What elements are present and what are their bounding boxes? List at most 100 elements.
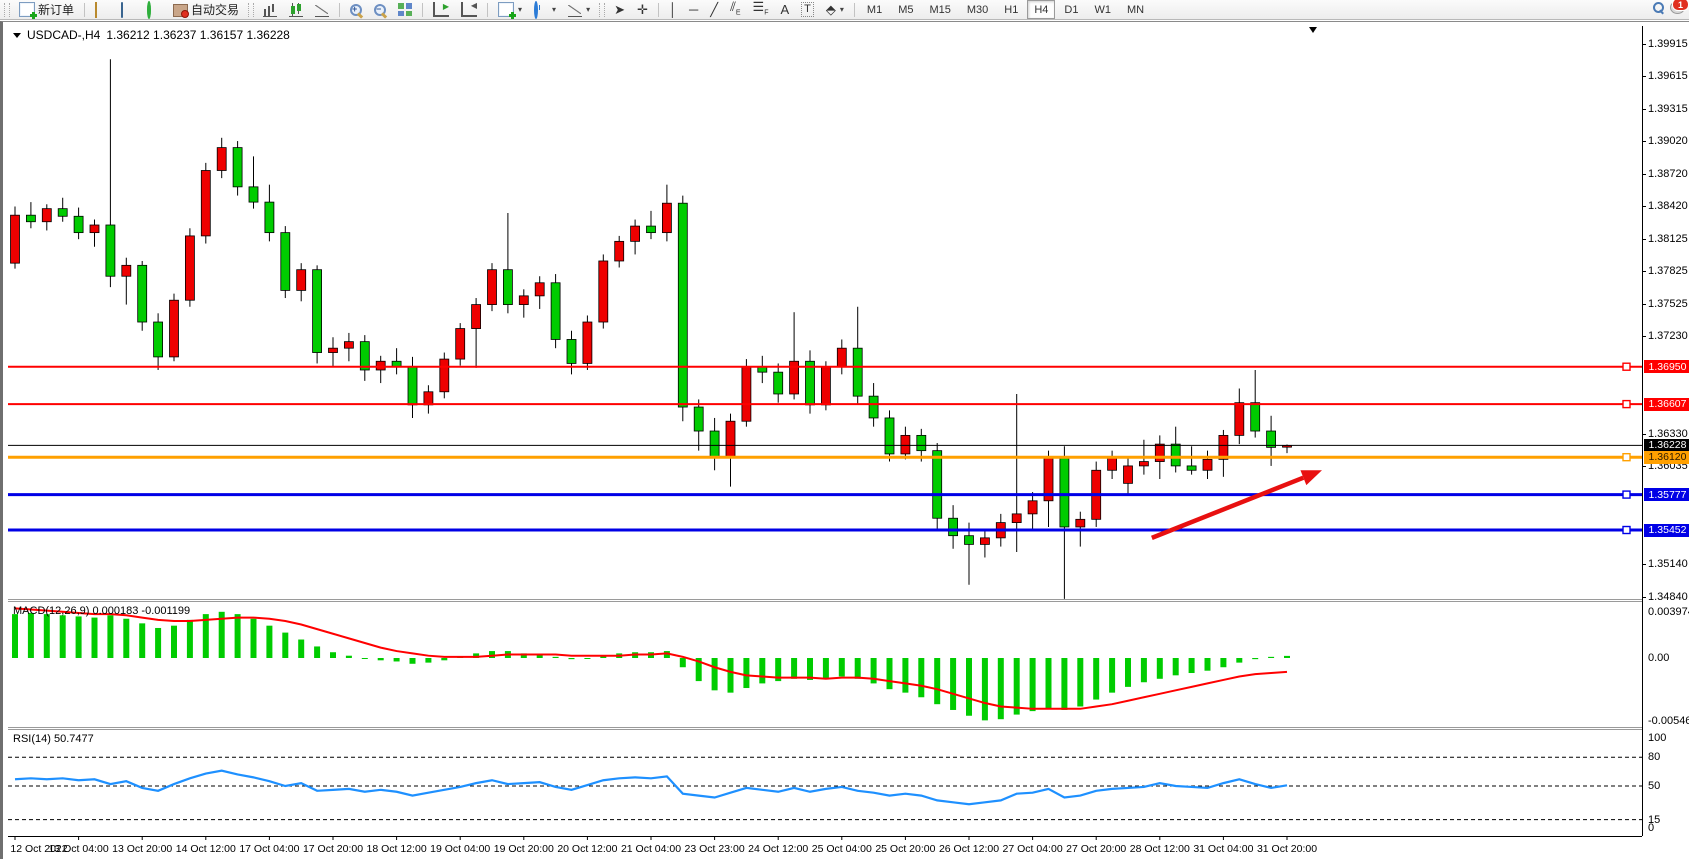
periods-button[interactable]: ▾ [529, 0, 561, 20]
new-order-button[interactable]: 新订单 [14, 0, 79, 20]
metaeditor-button[interactable] [116, 0, 140, 20]
candle-up [534, 282, 545, 297]
candlechart-mode-button[interactable] [284, 0, 308, 20]
notifications-button[interactable]: 1 [1670, 0, 1689, 14]
time-axis-border [8, 836, 1642, 837]
macd-axis-label: -0.005465 [1648, 715, 1689, 728]
price-line-label[interactable]: 1.35777 [1644, 488, 1689, 502]
symbol-dropdown-icon[interactable] [13, 32, 21, 38]
macd-histogram-bar [743, 658, 750, 689]
timeframe-m1-button[interactable]: M1 [866, 3, 883, 16]
macd-histogram-bar [934, 658, 941, 705]
linechart-mode-button[interactable] [310, 0, 334, 20]
toolbar-grip[interactable] [248, 2, 255, 17]
price-axis-tick [1642, 238, 1646, 240]
pane-separator[interactable] [8, 727, 1642, 728]
barchart-mode-button[interactable] [258, 0, 282, 20]
price-axis-tick [1642, 206, 1646, 208]
toolbar-grip[interactable] [599, 2, 606, 17]
candle-down [773, 371, 784, 395]
chart-symbol-period: USDCAD-,H4 [27, 28, 101, 42]
pane-separator[interactable] [8, 599, 1642, 600]
macd-histogram-bar [282, 632, 289, 658]
vertical-line-tool-button[interactable]: │ [664, 0, 682, 20]
price-line-label[interactable]: 1.36120 [1644, 450, 1689, 464]
candlestick-chart-icon [289, 2, 304, 17]
timeframe-w1-button[interactable]: W1 [1094, 3, 1111, 16]
trendline-tool-button[interactable]: ╱ [705, 0, 723, 20]
macd-histogram-bar [886, 658, 893, 690]
marker-tool-button[interactable] [90, 0, 114, 20]
price-line-label[interactable]: 1.36950 [1644, 360, 1689, 374]
timeframe-m5-button[interactable]: M5 [898, 3, 914, 16]
rsi-axis-label: 50 [1648, 780, 1661, 792]
scroll-to-end-button[interactable] [428, 0, 454, 20]
candle-down [805, 360, 815, 406]
candle-down [57, 208, 68, 217]
macd-histogram-bar [139, 623, 146, 658]
macd-histogram-bar [1140, 658, 1147, 683]
macd-histogram-bar [520, 653, 527, 658]
time-axis-label: 18 Oct 12:00 [366, 843, 427, 855]
candle-up [1107, 456, 1117, 471]
toolbar-separator [487, 2, 489, 17]
macd-histogram-bar [854, 658, 861, 679]
candle-up [41, 208, 52, 223]
macd-histogram-bar [1236, 658, 1243, 663]
chevron-down-icon: ▾ [552, 5, 557, 14]
timeframe-m30-button[interactable]: M30 [966, 3, 989, 16]
macd-signal-line [14, 607, 1288, 710]
toolbar-grip[interactable] [4, 2, 10, 17]
macd-histogram-bar [345, 655, 352, 658]
label-tool-button[interactable]: T [796, 0, 819, 20]
chart-shift-marker[interactable] [1309, 27, 1317, 33]
candle-up [328, 347, 338, 353]
macd-axis-label: 0.00 [1648, 652, 1670, 664]
crosshair-tool-button[interactable]: ✛ [632, 0, 653, 20]
text-tool-button[interactable]: A [775, 0, 794, 20]
zoom-out-button[interactable]: − [369, 0, 391, 20]
signals-button[interactable] [142, 0, 166, 20]
chart-window: USDCAD-,H4 1.36212 1.36237 1.36157 1.362… [0, 21, 1689, 859]
timeframe-d1-button[interactable]: D1 [1064, 3, 1079, 16]
arrows-tool-button[interactable]: ⬘ ▾ [821, 0, 849, 20]
pane-separator[interactable] [8, 601, 1642, 602]
candle-down [709, 430, 720, 458]
toolbar-separator [422, 2, 424, 17]
macd-histogram-bar [838, 658, 845, 677]
timeframe-mn-button[interactable]: MN [1126, 3, 1145, 16]
cursor-tool-button[interactable]: ➤ [609, 0, 630, 20]
macd-histogram-bar [234, 614, 241, 658]
timeframe-h1-button[interactable]: H1 [1004, 3, 1019, 16]
price-axis-tick-label: 1.36330 [1648, 428, 1688, 441]
chart-shift-button[interactable] [456, 0, 482, 20]
macd-histogram-bar [393, 658, 400, 662]
macd-histogram-bar [870, 658, 877, 684]
channel-tool-button[interactable]: ⫽E [725, 0, 745, 20]
toolbar-separator [84, 2, 86, 17]
chart-canvas[interactable] [3, 22, 1689, 860]
search-icon[interactable] [1653, 2, 1664, 13]
tile-windows-button[interactable] [393, 0, 417, 20]
candle-down [916, 434, 927, 452]
timeframe-m15-button[interactable]: M15 [929, 3, 951, 16]
zoom-in-button[interactable]: + [345, 0, 367, 20]
autotrade-button[interactable]: 自动交易 [168, 0, 244, 20]
pane-separator[interactable] [8, 729, 1642, 730]
templates-button[interactable]: ▾ [563, 0, 595, 20]
macd-histogram-bar [1029, 658, 1036, 712]
indicators-button[interactable]: ▾ [493, 0, 527, 20]
price-line-label[interactable]: 1.35452 [1644, 523, 1689, 537]
time-axis-label: 14 Oct 12:00 [175, 843, 236, 855]
price-line-label[interactable]: 1.36228 [1644, 438, 1689, 452]
horizontal-line-tool-button[interactable]: ─ [684, 0, 703, 20]
macd-histogram-bar [807, 658, 813, 680]
price-line-label[interactable]: 1.36607 [1644, 397, 1689, 411]
fibonacci-tool-button[interactable]: ☰F [748, 0, 774, 20]
macd-histogram-bar [377, 658, 384, 661]
time-axis-label: 27 Oct 20:00 [1066, 843, 1127, 855]
time-axis-label: 24 Oct 12:00 [748, 843, 809, 855]
candle-down [153, 321, 164, 358]
timeframe-h4-button[interactable]: H4 [1027, 0, 1056, 19]
rsi-line [14, 769, 1288, 806]
